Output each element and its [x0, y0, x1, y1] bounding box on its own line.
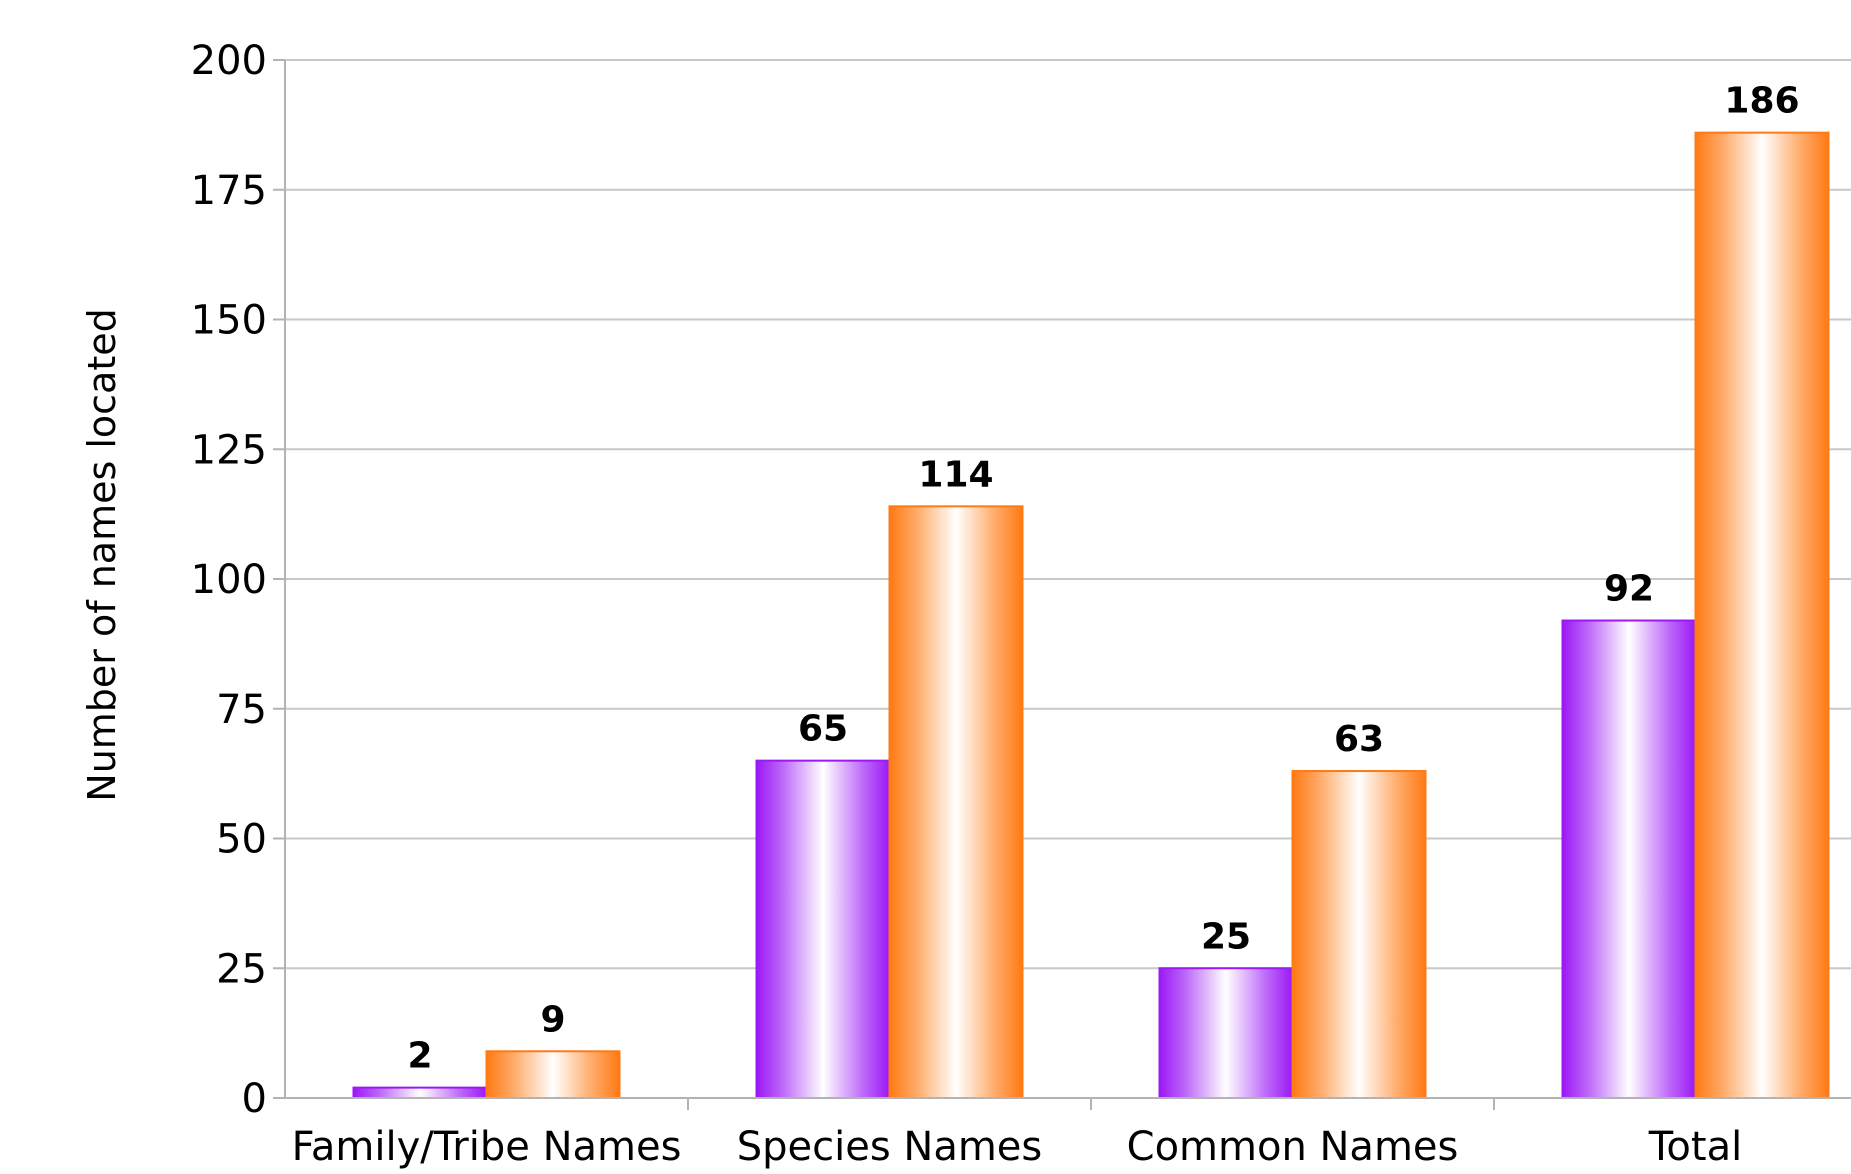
y-axis-title: Number of names located — [80, 308, 124, 801]
bar-value-label: 92 — [1604, 569, 1654, 610]
y-tick-label: 125 — [191, 427, 267, 473]
bar-series-2 — [1291, 770, 1427, 1100]
bar-series-2 — [1694, 131, 1830, 1100]
bars — [352, 131, 1830, 1100]
bar-value-label: 186 — [1724, 81, 1799, 122]
y-tick-label: 25 — [216, 946, 267, 992]
bar-value-label: 9 — [540, 999, 565, 1040]
bar-value-label: 63 — [1334, 719, 1384, 760]
y-tick-label: 100 — [191, 557, 267, 603]
bar-series-1 — [352, 1086, 488, 1099]
y-tick-label: 50 — [216, 817, 267, 863]
bar-value-label: 25 — [1201, 916, 1251, 957]
x-category-label: Total — [1648, 1124, 1742, 1170]
bar-series-1 — [755, 759, 891, 1100]
axes — [273, 59, 1851, 1110]
y-tick-label: 175 — [191, 168, 267, 214]
x-category-label: Family/Tribe Names — [292, 1124, 682, 1170]
y-tick-label: 75 — [216, 687, 267, 733]
y-tick-label: 200 — [191, 38, 267, 84]
y-tick-label: 150 — [191, 298, 267, 344]
bar-series-2 — [888, 505, 1024, 1099]
y-tick-label: 0 — [242, 1076, 267, 1122]
bar-value-label: 2 — [407, 1036, 432, 1077]
bar-series-1 — [1561, 619, 1697, 1100]
bar-series-1 — [1158, 967, 1294, 1099]
x-category-label: Common Names — [1127, 1124, 1459, 1170]
gridlines — [285, 59, 1851, 1099]
bar-series-2 — [485, 1050, 621, 1100]
x-category-label: Species Names — [737, 1124, 1043, 1170]
bar-value-label: 65 — [798, 709, 848, 750]
labels: 0 25 50 75 100 125 150 175 200 Family/Tribe Names… — [191, 38, 1800, 1170]
bar-value-label: 114 — [918, 454, 993, 495]
